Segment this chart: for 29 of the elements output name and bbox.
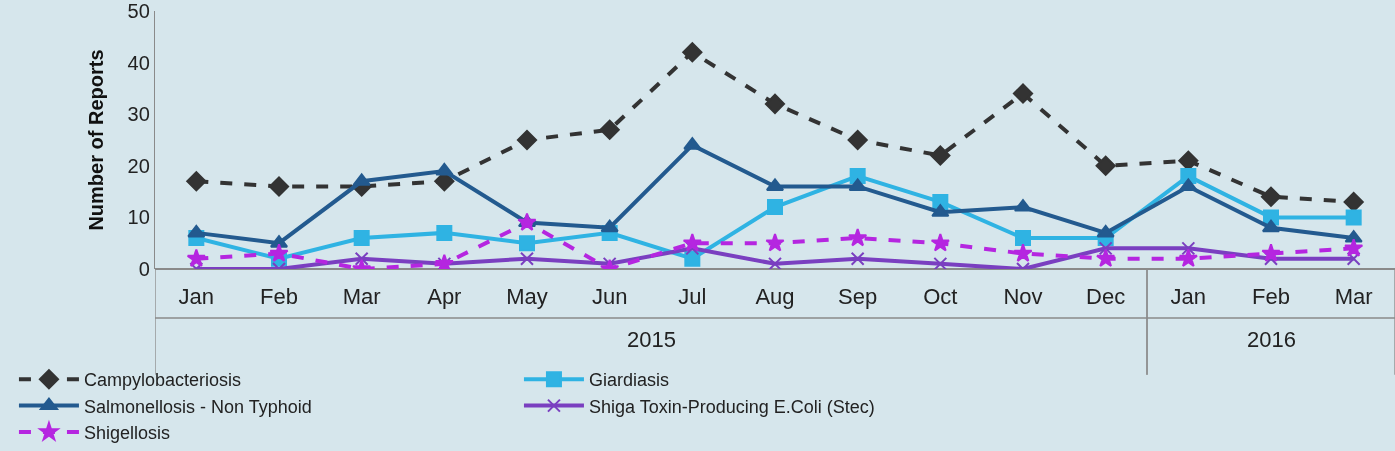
x-tick-label: Sep xyxy=(838,284,878,309)
legend-label: Giardiasis xyxy=(588,370,669,391)
legend-label: Shiga Toxin-Producing E.Coli (Stec) xyxy=(588,396,875,417)
x-tick-label: Feb xyxy=(260,284,298,309)
x-tick-label: Mar xyxy=(342,284,381,309)
y-tick-label: 40 xyxy=(127,51,150,74)
x-tick-label: Aug xyxy=(755,284,795,309)
x-tick-label: Nov xyxy=(1003,284,1043,309)
text: 2016 xyxy=(1247,327,1296,352)
x-tick-label: May xyxy=(506,284,548,309)
text: 2015 xyxy=(627,327,676,352)
y-tick-label: 20 xyxy=(127,154,150,177)
x-tick-label: Jan xyxy=(1170,284,1207,309)
y-tick-label: 0 xyxy=(138,258,150,280)
legend-label: Salmonellosis - Non Typhoid xyxy=(83,396,312,417)
y-tick-label: 30 xyxy=(127,103,150,126)
y-tick-label: 50 xyxy=(127,0,150,22)
x-tick-label: Apr xyxy=(427,284,462,309)
legend-label: Shigellosis xyxy=(83,423,170,444)
x-tick-label: Jan xyxy=(178,284,215,309)
x-tick-label: Jul xyxy=(678,284,707,309)
x-tick-label: Jun xyxy=(591,284,628,309)
y-axis-title: Number of Reports xyxy=(85,49,108,231)
y-tick-label: 10 xyxy=(127,206,150,229)
legend-label: Campylobacteriosis xyxy=(83,370,242,391)
x-tick-label: Mar xyxy=(1334,284,1373,309)
x-tick-label: Oct xyxy=(923,284,958,309)
x-tick-label: Feb xyxy=(1252,284,1290,309)
x-tick-label: Dec xyxy=(1086,284,1126,309)
